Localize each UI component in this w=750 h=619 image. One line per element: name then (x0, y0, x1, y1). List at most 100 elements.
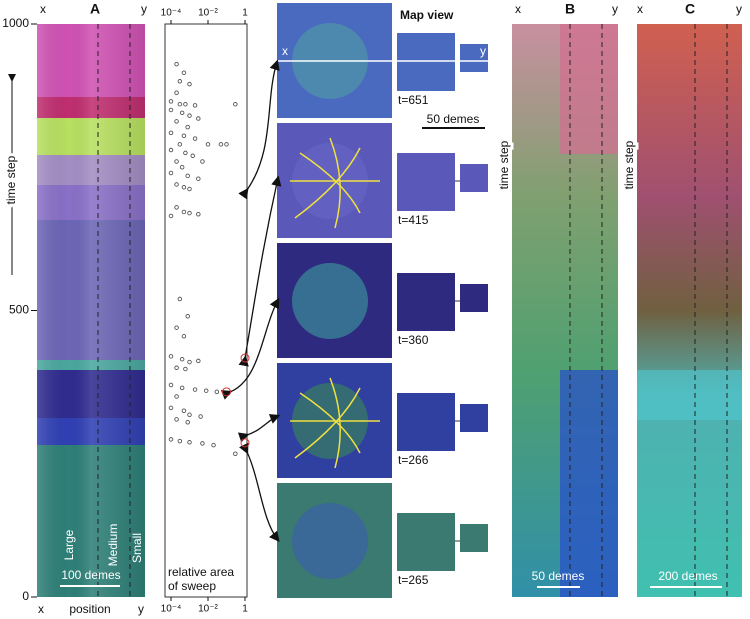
sweep-point (168, 405, 174, 411)
y-tick-label: 1000 (2, 16, 29, 30)
sweep-point (187, 186, 192, 192)
sweep-point (174, 325, 179, 330)
flow-arrow (329, 377, 341, 469)
sweep-point (168, 437, 174, 442)
sweep-point (187, 440, 192, 445)
sweep-point (179, 356, 185, 362)
zone-label: Small (130, 533, 144, 563)
sweep-point (168, 354, 174, 359)
map-medium (397, 153, 455, 211)
map-view-title: Map view (400, 8, 454, 22)
panel-a-label: A (90, 1, 100, 17)
panel-a-scale: 100 demes (61, 568, 120, 582)
map-small (460, 524, 488, 552)
panel-c-label: C (685, 1, 695, 17)
panel-c-time-label: time step (622, 140, 636, 189)
sweep-point (198, 414, 203, 419)
sweep-point (181, 334, 187, 339)
panel-c-band (637, 370, 742, 420)
panel-b-x-end: x (515, 2, 521, 16)
sweep-point (218, 142, 224, 147)
map-y: y (480, 44, 486, 58)
highlight-point (240, 353, 250, 363)
x-tick-label: 1 (242, 604, 248, 615)
sweep-point (190, 153, 196, 159)
map-time: t=360 (398, 333, 429, 347)
y-tick-label: 0 (22, 589, 29, 603)
sweep-point (174, 90, 179, 96)
map-small (460, 44, 488, 72)
panel-a-x-end: x (40, 2, 46, 16)
sweep-point (177, 142, 183, 147)
sweep-point (205, 142, 211, 147)
map-time: t=415 (398, 213, 429, 227)
sweep-point (179, 164, 185, 170)
map-time: t=265 (398, 573, 429, 587)
sweep-point (168, 107, 174, 113)
panel-b-y-end: y (612, 2, 618, 16)
map-medium (397, 513, 455, 571)
sweep-point (183, 150, 188, 156)
panel-a-y-end: y (141, 2, 147, 16)
x-tick-label: 10⁻⁴ (161, 8, 182, 19)
flow-arrow (329, 137, 341, 229)
sweep-point (233, 101, 238, 107)
map-time: t=651 (398, 93, 429, 107)
sweep-point (174, 417, 179, 422)
x-tick-label: 1 (242, 8, 248, 19)
sweep-point (174, 365, 179, 371)
sweep-point (174, 182, 179, 187)
sweep-point (174, 394, 179, 399)
panel-b-time-label: time step (497, 140, 511, 189)
sweep-point (187, 113, 192, 118)
map-small (460, 404, 488, 432)
map-view: t=651 t=415 t=360 t=266 t=265 (277, 3, 488, 598)
zone-label: Large (62, 529, 76, 560)
highlight-point (240, 438, 250, 448)
sweep-point (200, 159, 205, 164)
panel-b-band (560, 24, 618, 154)
sweep-point (181, 408, 187, 414)
sweep-point (187, 210, 192, 216)
x-tick-label: 10⁻⁴ (161, 604, 182, 615)
map-medium (397, 393, 455, 451)
sweep-point (185, 313, 190, 319)
sweep-point (174, 205, 179, 210)
map-small (460, 164, 488, 192)
sweep-point (183, 366, 188, 372)
x-tick-label: 10⁻² (198, 604, 218, 615)
sweep-point (174, 159, 179, 164)
panel-b-band (560, 370, 618, 597)
sweep-point (177, 438, 183, 444)
sweep-point (181, 209, 187, 215)
sweep-point (233, 451, 238, 457)
panel-c-scale: 200 demes (658, 569, 717, 583)
sweep-point (196, 358, 201, 364)
panel-a-image (37, 24, 145, 597)
map-patch (292, 263, 368, 339)
sweep-point (185, 173, 190, 179)
sweep-point (196, 176, 201, 181)
sweep-point (181, 185, 187, 190)
sweep-point (187, 359, 192, 365)
sweep-point (192, 387, 198, 392)
panel-c-image (637, 24, 742, 597)
map-x: x (282, 44, 288, 58)
sweep-point (177, 79, 183, 84)
sweep-point (168, 213, 174, 219)
panel-a-time-label: time step (4, 155, 18, 204)
sweep-point (179, 385, 185, 391)
sweep-point (179, 110, 185, 116)
sweep-frame (164, 23, 248, 598)
x-tick-label: 10⁻² (198, 8, 218, 19)
map-medium (397, 273, 455, 331)
map-medium (397, 33, 455, 91)
sweep-point (192, 136, 198, 141)
y-tick-label: 500 (9, 303, 29, 317)
sweep-point (177, 101, 183, 107)
sweep-point (211, 442, 216, 448)
sweep-point (192, 103, 198, 108)
sweep-point (174, 119, 179, 124)
highlight-point (222, 387, 231, 397)
